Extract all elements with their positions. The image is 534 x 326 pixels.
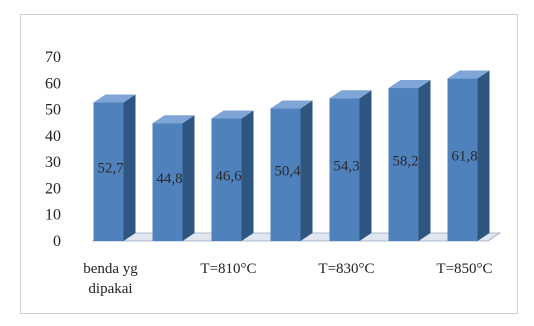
bar-front	[447, 78, 478, 241]
bar-front	[211, 118, 242, 241]
category-label: T=850°C	[436, 261, 492, 277]
bar	[329, 90, 372, 241]
data-label: 54,3	[333, 158, 359, 174]
bar	[388, 80, 431, 241]
data-label: 50,4	[274, 164, 301, 180]
category-label: benda yg dipakai	[83, 261, 138, 297]
bar-side	[418, 80, 431, 241]
bar-front	[152, 123, 183, 241]
y-axis: 0 10 20 30 40 50 60 70	[45, 49, 61, 250]
data-label: 58,2	[392, 153, 418, 169]
data-label: 46,6	[215, 168, 242, 184]
bar-top	[329, 90, 372, 99]
y-tick-label: 60	[45, 75, 61, 92]
category-label: T=830°C	[318, 261, 374, 277]
bar-side	[241, 110, 254, 241]
bar-front	[329, 98, 360, 241]
y-tick-label: 70	[45, 49, 61, 66]
bar-front	[93, 102, 124, 241]
data-labels: 52,7 44,8 46,6 50,4 54,3 58,2 61,8	[97, 149, 477, 187]
bar-top	[447, 70, 490, 79]
bar-front	[270, 108, 301, 242]
bar-top	[93, 94, 136, 103]
bar-top	[211, 110, 254, 119]
bars	[93, 70, 490, 242]
data-label: 44,8	[156, 171, 182, 187]
bar-chart: 0 10 20 30 40 50 60 70 52,7 44,8 46,6 50,4 54,3 58,2…	[45, 49, 502, 297]
data-label: 61,8	[451, 149, 477, 165]
bar-top	[152, 115, 195, 124]
bar	[447, 70, 490, 241]
y-tick-label: 20	[45, 180, 61, 197]
bar	[152, 115, 195, 241]
y-tick-label: 50	[45, 102, 61, 119]
chart-frame: 0 10 20 30 40 50 60 70 52,7 44,8 46,6 50,4 54,3 58,2…	[20, 14, 518, 314]
bar-side	[477, 70, 490, 241]
y-tick-label: 30	[45, 154, 61, 171]
bar-front	[388, 88, 419, 241]
bar-side	[300, 100, 313, 242]
category-label: T=810°C	[200, 261, 256, 277]
data-label: 52,7	[97, 160, 124, 176]
bar-side	[182, 115, 195, 241]
bar-side	[359, 90, 372, 241]
bar	[93, 94, 136, 241]
x-axis-labels: benda yg dipakai T=810°C T=830°C T=850°C	[83, 261, 492, 297]
y-tick-label: 10	[45, 207, 61, 224]
y-tick-label: 0	[53, 233, 61, 250]
bar-side	[123, 94, 136, 241]
bar-top	[270, 100, 313, 109]
bar	[270, 100, 313, 242]
bar-top	[388, 80, 431, 89]
y-tick-label: 40	[45, 128, 61, 145]
bar	[211, 110, 254, 241]
